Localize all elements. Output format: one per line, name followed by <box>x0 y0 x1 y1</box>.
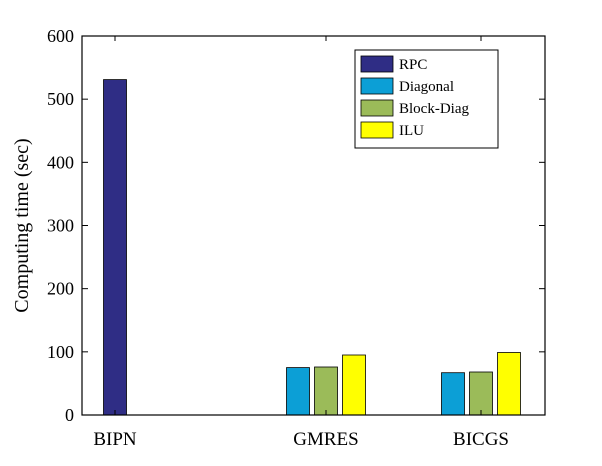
x-tick-label-bicgs: BICGS <box>453 429 509 450</box>
legend-label-block-diag: Block-Diag <box>399 101 469 117</box>
bar-ilu-bicgs <box>497 352 521 416</box>
legend: RPC Diagonal Block-Diag ILU <box>354 49 499 149</box>
bar-block-diag-bicgs <box>469 371 493 416</box>
y-tick-label-0: 0 <box>65 405 74 425</box>
legend-label-diagonal: Diagonal <box>399 79 454 95</box>
y-tick-label-100: 100 <box>47 342 74 362</box>
y-tick-label-300: 300 <box>47 216 74 236</box>
legend-swatch-ilu <box>360 121 394 139</box>
y-tick-label-200: 200 <box>47 279 74 299</box>
y-axis-title: Computing time (sec) <box>11 138 33 312</box>
legend-swatch-rpc <box>360 55 394 73</box>
bar-diagonal-gmres <box>286 367 310 416</box>
bar-ilu-gmres <box>342 354 366 416</box>
y-tick-label-500: 500 <box>47 89 74 109</box>
bar-rpc-bipn <box>103 79 127 416</box>
y-tick-label-600: 600 <box>47 26 74 46</box>
legend-label-rpc: RPC <box>399 57 427 73</box>
x-tick-label-bipn: BIPN <box>93 429 137 450</box>
bar-diagonal-bicgs <box>441 372 465 416</box>
x-tick-label-gmres: GMRES <box>293 429 358 450</box>
y-tick-label-400: 400 <box>47 152 74 172</box>
legend-swatch-diagonal <box>360 77 394 95</box>
ticks-group: BIPN GMRES BICGS 0 100 200 300 400 500 600 <box>47 26 545 450</box>
legend-label-ilu: ILU <box>399 123 424 139</box>
bar-block-diag-gmres <box>314 366 338 416</box>
legend-swatch-block-diag <box>360 99 394 117</box>
bars-group <box>103 79 521 416</box>
